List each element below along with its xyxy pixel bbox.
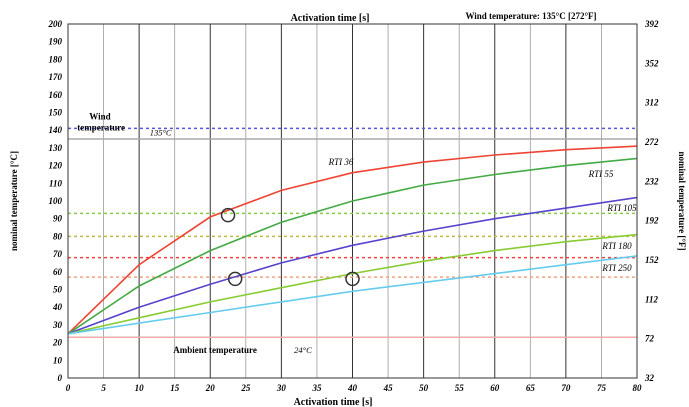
series-label-rti-105: RTI 105 (606, 203, 637, 213)
series-line-rti-180 (67, 233, 638, 335)
series-layer (67, 145, 638, 335)
y-tick-label-left: 100 (49, 196, 63, 206)
x-tick-label: 65 (526, 383, 536, 393)
annotations: Wind temperature 135°C Ambient temperature 2… (77, 111, 312, 355)
y-tick-label-left: 10 (53, 355, 63, 365)
y-tick-label-left: 170 (49, 72, 63, 82)
series-label-rti-55: RTI 55 (588, 169, 614, 179)
series-label-rti-36: RTI 36 (328, 157, 354, 167)
x-tick-label: 25 (240, 383, 251, 393)
x-tick-label: 80 (633, 383, 643, 393)
x-tick-label: 30 (276, 383, 287, 393)
plot-frame (67, 23, 638, 379)
marker-circle (345, 271, 360, 287)
grid-layer (103, 24, 602, 378)
annotation-word: Wind (89, 111, 110, 121)
y-tick-label-right: 232 (644, 176, 659, 186)
x-tick-label: 40 (347, 383, 358, 393)
tick-labels: 0 5 10 15 20 25 30 35 40 45 50 55 60 65 70 75 80 0 10 20 30 4… (48, 19, 660, 393)
chart-title: Activation time [s] (291, 13, 370, 24)
y-tick-label-left: 180 (49, 54, 63, 64)
y-tick-label-left: 80 (53, 231, 63, 241)
annotation-ambient_val: 24°C (294, 345, 312, 355)
y-tick-label-left: 110 (49, 178, 63, 188)
marker-layer (220, 207, 360, 287)
y-tick-label-left: 0 (58, 373, 63, 383)
series-line-rti-36 (67, 145, 638, 335)
x-tick-label: 20 (205, 383, 216, 393)
x-tick-label: 10 (135, 383, 145, 393)
top-right-title: Wind temperature: 135°C [272°F] (465, 11, 596, 21)
x-tick-label: 0 (66, 383, 71, 393)
x-tick-label: 5 (101, 383, 106, 393)
y-tick-label-left: 50 (53, 285, 63, 295)
y-tick-label-right: 112 (645, 294, 659, 304)
series-line-rti-55 (67, 157, 638, 335)
x-tick-label: 75 (597, 383, 607, 393)
x-tick-label: 55 (455, 383, 465, 393)
y-tick-label-right: 152 (645, 255, 659, 265)
y-tick-label-right: 32 (644, 373, 655, 383)
x-tick-label: 60 (490, 383, 500, 393)
y-tick-label-left: 190 (49, 37, 63, 47)
series-label-rti-250: RTI 250 (601, 263, 632, 273)
y-tick-label-left: 200 (48, 19, 63, 29)
x-tick-label: 45 (383, 383, 394, 393)
annotation-wind_val: 135°C (150, 128, 172, 138)
y-tick-label-right: 192 (645, 216, 659, 226)
annotation-wind-temperature: Wind temperature (77, 111, 125, 132)
series-line-rti-105 (67, 196, 638, 335)
y-tick-label-left: 30 (52, 320, 63, 330)
x-tick-label: 35 (311, 383, 322, 393)
x-axis-label: Activation time [s] (294, 397, 373, 407)
marker-circle (220, 207, 236, 223)
y-tick-label-right: 312 (644, 98, 659, 108)
y-tick-label-left: 20 (52, 338, 63, 348)
y-axis-label-left: nominal temperature [°C] (9, 151, 19, 251)
y-tick-label-right: 392 (644, 19, 659, 29)
x-tick-label: 15 (170, 383, 180, 393)
x-tick-label: 50 (419, 383, 429, 393)
y-tick-label-left: 140 (49, 125, 63, 135)
series-label-rti-180: RTI 180 (601, 241, 632, 251)
y-tick-label-right: 352 (644, 58, 659, 68)
y-tick-label-left: 150 (49, 108, 63, 118)
annotation-word: temperature (77, 122, 125, 132)
y-tick-label-left: 60 (53, 267, 63, 277)
y-tick-label-right: 272 (644, 137, 659, 147)
annotation-ambient: Ambient temperature (173, 345, 257, 355)
y-tick-label-left: 120 (49, 161, 63, 171)
series-labels: RTI 36 RTI 55 RTI 105 RTI 180 RTI 250 (328, 157, 638, 273)
marker-circle (227, 271, 243, 287)
y-tick-label-right: 72 (645, 334, 655, 344)
y-tick-label-left: 70 (53, 249, 63, 259)
reference-lines (68, 127, 637, 339)
x-tick-label: 70 (561, 383, 571, 393)
y-tick-label-left: 90 (53, 214, 63, 224)
series-line-rti-250 (67, 255, 638, 335)
y-axis-label-right: nominal temperature [°F] (677, 152, 687, 251)
y-tick-label-left: 160 (49, 90, 63, 100)
y-tick-label-left: 130 (49, 143, 63, 153)
y-tick-label-left: 40 (52, 302, 63, 312)
